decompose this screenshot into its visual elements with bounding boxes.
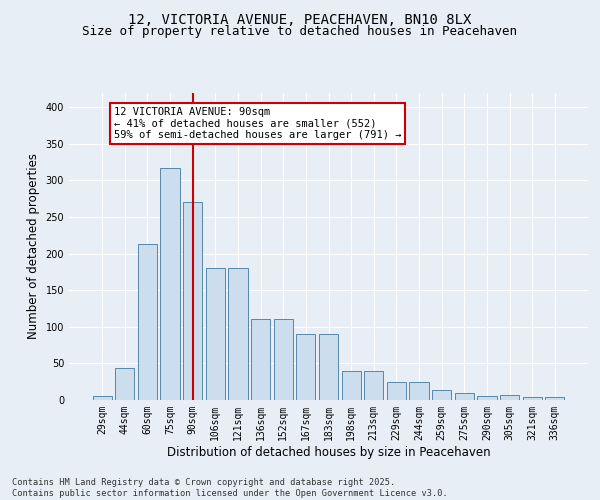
Bar [251, 320, 270, 400]
Bar [477, 396, 497, 400]
Text: 12, VICTORIA AVENUE, PEACEHAVEN, BN10 8LX: 12, VICTORIA AVENUE, PEACEHAVEN, BN10 8L… [128, 12, 472, 26]
Bar [138, 244, 157, 400]
Bar [319, 334, 338, 400]
Text: Contains HM Land Registry data © Crown copyright and database right 2025.
Contai: Contains HM Land Registry data © Crown c… [12, 478, 448, 498]
Bar [387, 382, 406, 400]
Bar [523, 397, 542, 400]
X-axis label: Distribution of detached houses by size in Peacehaven: Distribution of detached houses by size … [167, 446, 490, 458]
Bar [545, 397, 565, 400]
Bar [455, 392, 474, 400]
Bar [115, 368, 134, 400]
Bar [183, 202, 202, 400]
Bar [341, 370, 361, 400]
Bar [296, 334, 316, 400]
Bar [274, 320, 293, 400]
Bar [160, 168, 180, 400]
Bar [409, 382, 428, 400]
Y-axis label: Number of detached properties: Number of detached properties [27, 153, 40, 339]
Text: 12 VICTORIA AVENUE: 90sqm
← 41% of detached houses are smaller (552)
59% of semi: 12 VICTORIA AVENUE: 90sqm ← 41% of detac… [113, 107, 401, 140]
Bar [229, 268, 248, 400]
Bar [92, 396, 112, 400]
Bar [206, 268, 225, 400]
Bar [364, 370, 383, 400]
Text: Size of property relative to detached houses in Peacehaven: Size of property relative to detached ho… [83, 25, 517, 38]
Bar [432, 390, 451, 400]
Bar [500, 395, 519, 400]
